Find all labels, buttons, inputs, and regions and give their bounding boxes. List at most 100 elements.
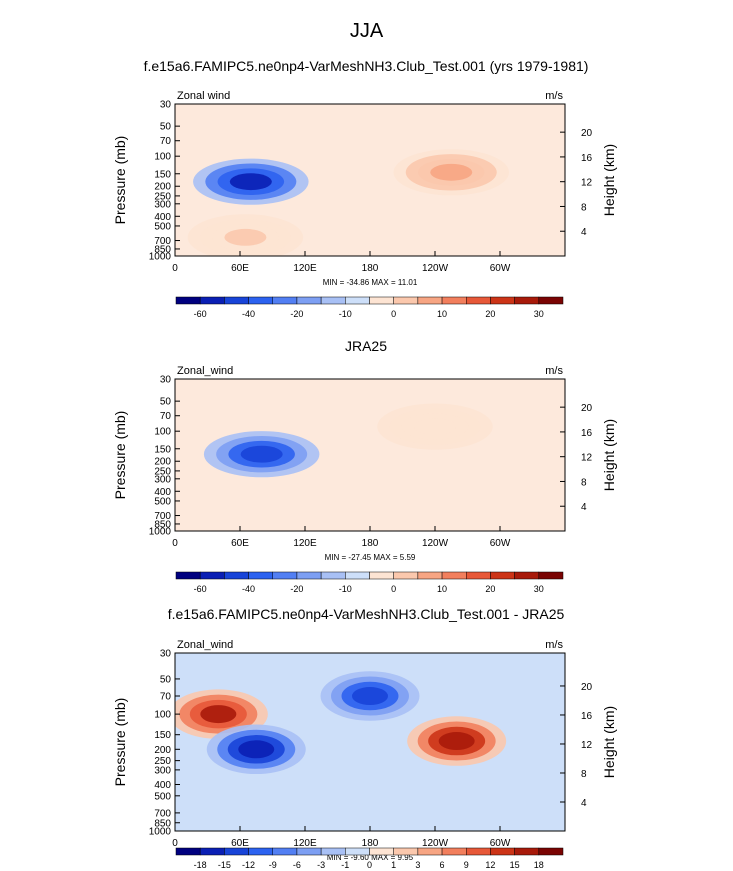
y-axis-title-right-2: Height (km) xyxy=(601,419,617,491)
colorbar-cell-3-14 xyxy=(514,847,540,856)
min-max-text-2: MIN = -27.45 MAX = 5.59 xyxy=(325,553,416,562)
x-tick-label-1-2: 120E xyxy=(293,263,317,274)
colorbar-cell-2-10 xyxy=(417,571,443,580)
y-tick-label-2-11: 850 xyxy=(154,519,171,530)
colorbar-label-3-2: -12 xyxy=(242,860,255,870)
panel-left-label-1: Zonal wind xyxy=(177,90,230,102)
y-tick-label-2-0: 30 xyxy=(160,375,172,386)
colorbar-cell-3-7 xyxy=(345,847,370,856)
colorbar-cell-1-13 xyxy=(490,296,515,305)
colorbar-cell-2-9 xyxy=(393,571,419,580)
h-tick-label-3-4: 4 xyxy=(581,798,587,809)
colorbar-cell-1-4 xyxy=(272,296,298,305)
colorbar-cell-1-3 xyxy=(248,296,273,305)
colorbar-cell-3-4 xyxy=(272,847,298,856)
colorbar-label-2-0: -60 xyxy=(194,584,207,594)
x-tick-label-2-1: 60E xyxy=(231,538,249,549)
y-tick-label-1-12: 1000 xyxy=(149,252,172,263)
colorbar-label-1-7: 30 xyxy=(534,309,544,319)
colorbar-label-2-7: 30 xyxy=(534,584,544,594)
x-tick-label-2-0: 0 xyxy=(172,538,178,549)
colorbar-label-2-1: -40 xyxy=(242,584,255,594)
y-tick-label-1-1: 50 xyxy=(160,122,172,133)
colorbar-cell-3-8 xyxy=(369,847,394,856)
y-tick-label-1-4: 150 xyxy=(154,169,171,180)
y-tick-label-1-6: 250 xyxy=(154,191,171,202)
colorbar-cell-1-5 xyxy=(296,296,322,305)
x-tick-label-1-3: 180 xyxy=(362,263,379,274)
y-tick-label-2-10: 700 xyxy=(154,511,171,522)
y-tick-label-3-0: 30 xyxy=(160,649,172,660)
y-tick-label-2-2: 70 xyxy=(160,411,172,422)
colorbar-cell-2-14 xyxy=(514,571,540,580)
y-tick-label-2-6: 250 xyxy=(154,466,171,477)
colorbar-label-2-4: 0 xyxy=(391,584,396,594)
h-tick-label-1-1: 16 xyxy=(581,153,593,164)
colorbar-label-1-0: -60 xyxy=(194,309,207,319)
y-tick-label-1-3: 100 xyxy=(154,152,171,163)
y-tick-label-2-1: 50 xyxy=(160,397,172,408)
h-tick-label-1-4: 4 xyxy=(581,227,587,238)
h-tick-label-2-2: 12 xyxy=(581,453,593,464)
panel-left-label-3: Zonal_wind xyxy=(177,639,233,651)
contour-3-1-4 xyxy=(438,732,475,751)
y-tick-label-1-0: 30 xyxy=(160,100,172,111)
h-tick-label-1-3: 8 xyxy=(581,202,587,213)
colorbar-label-3-7: 0 xyxy=(367,860,372,870)
h-tick-label-2-4: 4 xyxy=(581,502,587,513)
y-tick-label-3-8: 400 xyxy=(154,780,171,791)
h-tick-label-2-3: 8 xyxy=(581,477,587,488)
x-tick-label-1-1: 60E xyxy=(231,263,249,274)
colorbar-cell-1-9 xyxy=(393,296,419,305)
x-tick-label-2-2: 120E xyxy=(293,538,317,549)
panel-field-3 xyxy=(175,653,565,831)
y-tick-label-1-8: 400 xyxy=(154,212,171,223)
x-tick-label-2-3: 180 xyxy=(362,538,379,549)
colorbar-cell-2-5 xyxy=(296,571,322,580)
colorbar-cell-2-0 xyxy=(175,571,201,580)
y-axis-title-2: Pressure (mb) xyxy=(112,411,128,500)
y-axis-title-right-3: Height (km) xyxy=(601,706,617,778)
y-tick-label-2-7: 300 xyxy=(154,474,171,485)
colorbar-label-2-2: -20 xyxy=(290,584,303,594)
colorbar-cell-3-6 xyxy=(320,847,346,856)
colorbar-label-3-14: 18 xyxy=(534,860,544,870)
h-tick-label-3-2: 12 xyxy=(581,740,593,751)
panel-field-2 xyxy=(175,379,565,531)
colorbar-label-1-6: 20 xyxy=(485,309,495,319)
colorbar-cell-1-1 xyxy=(199,296,225,305)
y-tick-label-1-2: 70 xyxy=(160,136,172,147)
colorbar-cell-2-12 xyxy=(466,571,491,580)
colorbar-label-3-1: -15 xyxy=(218,860,231,870)
panel-title-2: JRA25 xyxy=(345,338,387,354)
colorbar-cell-2-7 xyxy=(345,571,370,580)
contour-1-3-4 xyxy=(224,228,267,246)
y-tick-label-2-12: 1000 xyxy=(149,527,172,538)
colorbar-label-1-1: -40 xyxy=(242,309,255,319)
contour-3-3-4 xyxy=(238,740,275,759)
x-tick-label-3-2: 120E xyxy=(293,838,317,849)
contour-3-4-4 xyxy=(352,687,388,706)
x-tick-label-3-4: 120W xyxy=(422,838,449,849)
colorbar-label-3-12: 12 xyxy=(485,860,495,870)
x-tick-label-2-4: 120W xyxy=(422,538,449,549)
x-tick-label-3-0: 0 xyxy=(172,838,178,849)
y-axis-title-1: Pressure (mb) xyxy=(112,136,128,225)
colorbar-cell-2-11 xyxy=(441,571,467,580)
h-tick-label-3-1: 16 xyxy=(581,711,593,722)
x-tick-label-1-5: 60W xyxy=(490,263,511,274)
colorbar-cell-3-10 xyxy=(417,847,443,856)
colorbar-cell-2-4 xyxy=(272,571,298,580)
x-tick-label-3-3: 180 xyxy=(362,838,379,849)
colorbar-cell-1-12 xyxy=(466,296,491,305)
y-axis-title-right-1: Height (km) xyxy=(601,144,617,216)
colorbar-cell-2-15 xyxy=(538,571,564,580)
y-tick-label-2-4: 150 xyxy=(154,444,171,455)
x-tick-label-1-4: 120W xyxy=(422,263,449,274)
colorbar-cell-3-13 xyxy=(490,847,515,856)
colorbar-label-2-5: 10 xyxy=(437,584,447,594)
colorbar-label-3-13: 15 xyxy=(510,860,520,870)
panel-units-label-2: m/s xyxy=(545,365,563,377)
x-tick-label-1-0: 0 xyxy=(172,263,178,274)
